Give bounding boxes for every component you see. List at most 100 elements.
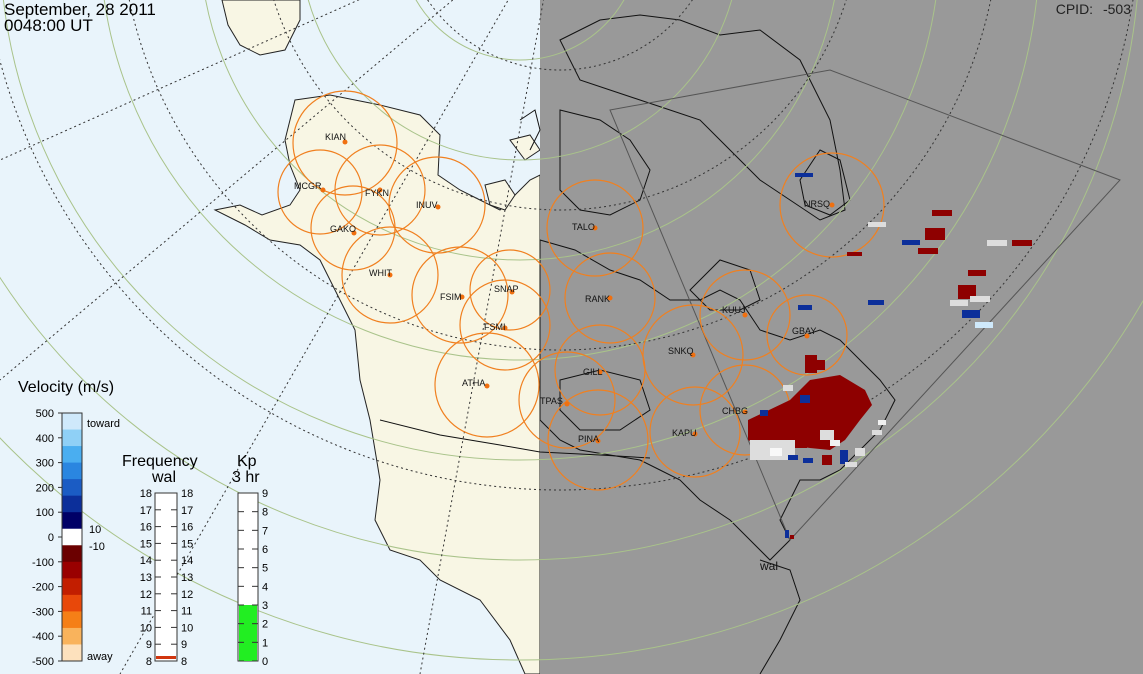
header-cpid: CPID: -503: [1056, 1, 1131, 17]
velocity-color-band: [62, 446, 82, 464]
kp-tick-label: 2: [262, 619, 268, 631]
frequency-tick-right: 16: [181, 522, 193, 534]
station-label: GBAY: [792, 326, 816, 336]
station-label: FSIM: [440, 292, 462, 302]
velocity-color-bar: [62, 413, 82, 662]
frequency-tick-left: 14: [140, 555, 152, 567]
velocity-tick-label: -100: [32, 557, 54, 569]
kp-tick-label: 4: [262, 581, 268, 593]
kp-tick-label: 9: [262, 488, 268, 500]
station-label: PINA: [578, 434, 599, 444]
station-label: FYKN: [365, 188, 389, 198]
station-label: GILL: [583, 367, 603, 377]
velocity-legend: Velocity (m/s) toward away 10 -10 500 400…: [18, 379, 120, 668]
station-label: SNKQ: [668, 346, 694, 356]
frequency-tick-left: 15: [140, 538, 152, 550]
us-canada-border: [379, 419, 651, 459]
station-labels: KIAN MCGR FYKN INUV GAKO WHIT FSIM SNAP …: [294, 132, 830, 444]
frequency-tick-right: 13: [181, 572, 193, 584]
velocity-color-band: [62, 512, 82, 530]
station-label: MCGR: [294, 181, 322, 191]
station-label: KAPU: [672, 428, 697, 438]
frequency-tick-left: 11: [141, 606, 152, 618]
frequency-tick-left: 16: [140, 522, 152, 534]
header-time: 0048:00 UT: [4, 16, 93, 35]
station-circles: [277, 90, 885, 491]
velocity-color-band: [62, 611, 82, 629]
velocity-cells: [748, 173, 1032, 539]
velocity-tick-label: 300: [36, 458, 54, 470]
kp-legend: Kp 3 hr 9 8 7 6 5 4 3 2 1 0: [232, 453, 268, 668]
velocity-toward-label: toward: [87, 418, 120, 430]
frequency-legend-subtitle: wal: [151, 469, 176, 486]
kp-tick-label: 7: [262, 525, 268, 537]
kp-tick-label: 6: [262, 544, 268, 556]
velocity-threshold-neg: -10: [89, 541, 105, 553]
frequency-tick-right: 18: [181, 488, 193, 500]
frequency-tick-left: 12: [140, 589, 152, 601]
radar-fov: [609, 69, 1121, 541]
velocity-color-band: [62, 627, 82, 645]
velocity-color-band: [62, 462, 82, 480]
frequency-legend: Frequency wal 18 18 17 17 16 16 15 15 14 14 13 13 12…: [122, 453, 198, 668]
station-label: TALO: [572, 222, 595, 232]
velocity-color-band: [62, 578, 82, 596]
velocity-color-band: [62, 528, 82, 546]
frequency-tick-left: 13: [140, 572, 152, 584]
velocity-color-band: [62, 479, 82, 497]
kp-ticks: 9 8 7 6 5 4 3 2 1 0: [238, 488, 268, 668]
frequency-tick-right: 15: [181, 538, 193, 550]
frequency-tick-right: 12: [181, 589, 193, 601]
kp-tick-label: 0: [262, 656, 268, 668]
kp-legend-title: Kp: [237, 453, 257, 470]
velocity-legend-title: Velocity (m/s): [18, 379, 114, 396]
frequency-tick-right: 9: [181, 639, 187, 651]
velocity-tick-label: -500: [32, 656, 54, 668]
velocity-tick-label: 200: [36, 482, 54, 494]
velocity-color-band: [62, 545, 82, 563]
velocity-ticks: 500 400 300 200 100 0 -100 -200 -300 -400 -500: [32, 408, 62, 668]
velocity-color-band: [62, 429, 82, 447]
station-label: CHBG: [722, 406, 748, 416]
cpid-label: CPID:: [1055, 1, 1094, 17]
frequency-tick-left: 17: [140, 505, 152, 517]
velocity-color-band: [62, 413, 82, 431]
station-label: RANK: [585, 294, 610, 304]
kp-tick-label: 8: [262, 507, 268, 519]
velocity-tick-label: -400: [32, 631, 54, 643]
kp-tick-label: 3: [262, 600, 268, 612]
station-label: WHIT: [369, 268, 392, 278]
frequency-tick-right: 14: [181, 555, 193, 567]
night-side: [540, 0, 1143, 674]
station-dots: [320, 139, 835, 444]
frequency-tick-left: 10: [140, 622, 152, 634]
velocity-color-band: [62, 561, 82, 579]
kp-fill: [239, 605, 257, 661]
frequency-tick-right: 8: [181, 656, 187, 668]
velocity-tick-label: -200: [32, 582, 54, 594]
kp-tick-label: 5: [262, 563, 268, 575]
velocity-tick-label: 500: [36, 408, 54, 420]
frequency-tick-right: 10: [181, 622, 193, 634]
station-label: ATHA: [462, 378, 485, 388]
frequency-tick-right: 17: [181, 505, 193, 517]
velocity-color-band: [62, 495, 82, 513]
station-label: GAKO: [330, 224, 356, 234]
velocity-tick-label: -300: [32, 606, 54, 618]
frequency-marker: [156, 656, 176, 659]
station-label: FSMI: [484, 322, 506, 332]
station-label: INUV: [416, 200, 438, 210]
velocity-color-band: [62, 594, 82, 612]
station-label: TPAS: [540, 396, 563, 406]
velocity-tick-label: 400: [36, 433, 54, 445]
header-date: September, 28 2011: [4, 0, 156, 19]
land-night-outline: [519, 14, 896, 674]
cpid-value: -503: [1102, 1, 1131, 17]
frequency-tick-left: 8: [146, 656, 152, 668]
kp-tick-label: 1: [262, 637, 268, 649]
velocity-threshold-pos: 10: [89, 524, 101, 536]
kp-legend-subtitle: 3 hr: [232, 469, 260, 486]
station-label: SNAP: [494, 284, 519, 294]
